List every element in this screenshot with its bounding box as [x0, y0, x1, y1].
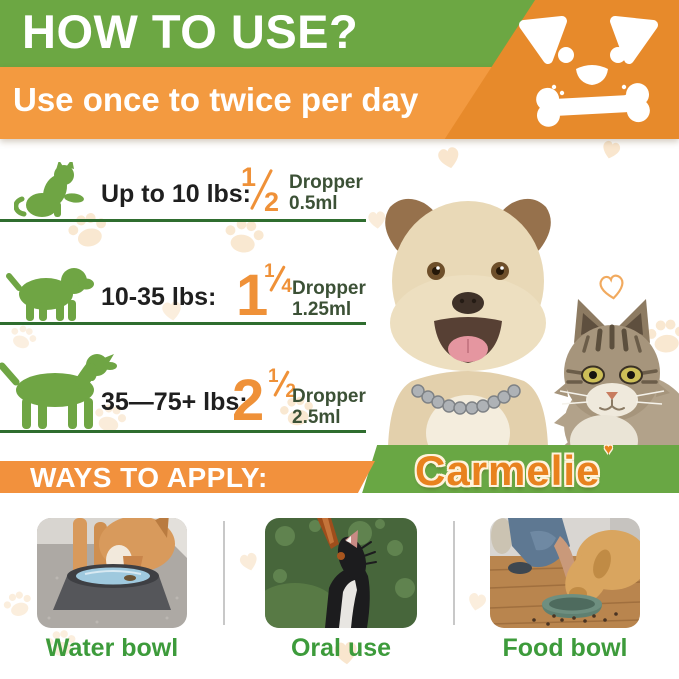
dose-amount: 1 4	[264, 261, 292, 297]
divider	[453, 521, 455, 625]
weight-label: 35—75+ lbs:	[101, 388, 248, 416]
page-subtitle: Use once to twice per day	[13, 81, 419, 118]
dropper-label: Dropper	[292, 278, 366, 299]
dog-face-bone-icon	[519, 16, 658, 127]
page-title: HOW TO USE?	[22, 5, 359, 58]
volume-label: 2.5ml	[292, 407, 341, 428]
fraction-numerator: 1	[241, 162, 257, 192]
volume-label: 0.5ml	[289, 193, 338, 214]
water-bowl-photo	[37, 518, 187, 628]
dropper-label: Dropper	[289, 172, 363, 193]
puppy-icon	[6, 268, 94, 321]
food-bowl-photo	[490, 518, 640, 628]
volume-label: 1.25ml	[292, 299, 352, 320]
row-divider	[0, 430, 366, 433]
oral-use-photo	[265, 518, 417, 628]
dog-and-cat-photo	[385, 198, 679, 447]
method-label: Water bowl	[45, 634, 179, 662]
fraction-denominator: 2	[263, 187, 279, 217]
brand-logo: Carmelie	[415, 447, 601, 494]
fraction-denominator: 2	[285, 381, 296, 402]
dropper-label: Dropper	[292, 386, 366, 407]
fraction-denominator: 4	[281, 276, 292, 297]
dog-icon	[0, 354, 117, 429]
dose-amount: 1 2	[268, 366, 296, 402]
dose-amount: 1 2	[241, 162, 281, 217]
row-divider	[0, 219, 366, 222]
ways-to-apply-banner	[0, 461, 375, 493]
heart-icon	[236, 549, 262, 574]
divider	[223, 521, 225, 625]
dose-unit: Dropper 0.5ml	[289, 172, 363, 214]
heart-dot-icon: ♥	[604, 441, 613, 458]
heart-icon	[598, 137, 624, 162]
paw-print-icon	[0, 584, 38, 624]
brand-banner	[362, 445, 679, 493]
heart-icon	[434, 144, 464, 173]
dose-whole-number: 1	[236, 263, 269, 328]
cat-icon	[14, 162, 84, 217]
fraction-numerator: 1	[264, 261, 275, 282]
row-divider	[0, 322, 366, 325]
heart-icon	[464, 590, 490, 614]
method-label: Food bowl	[502, 634, 628, 662]
ways-to-apply-label: WAYS TO APPLY:	[30, 462, 268, 493]
dose-unit: Dropper 2.5ml	[292, 386, 366, 428]
dose-unit: Dropper 1.25ml	[292, 278, 366, 320]
weight-label: 10-35 lbs:	[101, 283, 217, 311]
fraction-numerator: 1	[268, 366, 279, 387]
method-label: Oral use	[290, 634, 392, 662]
dose-whole-number: 2	[232, 368, 265, 433]
weight-label: Up to 10 lbs:	[101, 180, 252, 208]
